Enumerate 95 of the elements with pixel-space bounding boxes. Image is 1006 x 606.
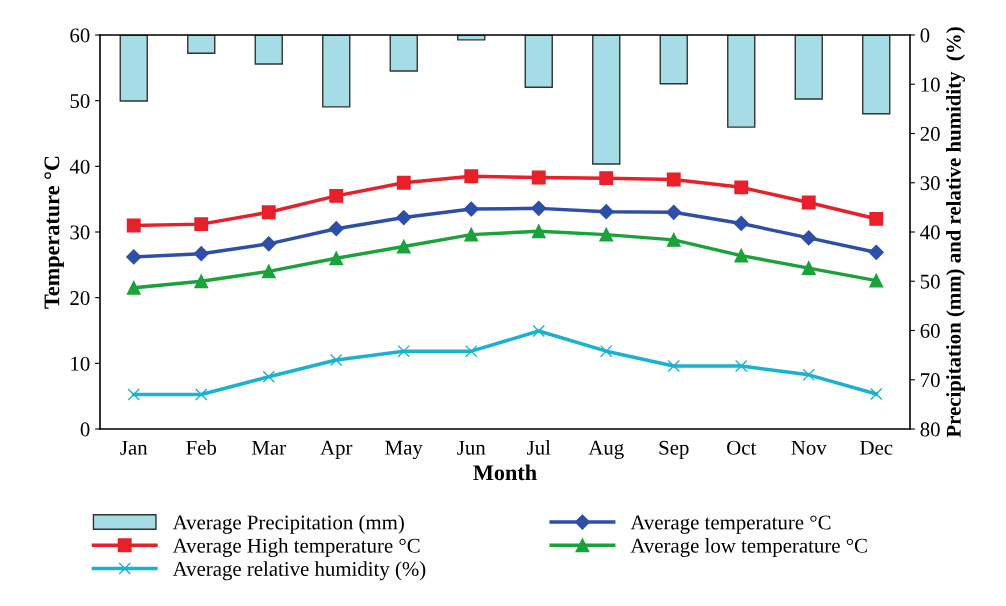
legend-label: Average Precipitation (mm) — [172, 514, 404, 534]
bar — [322, 35, 351, 108]
point — [464, 344, 478, 358]
point — [463, 201, 479, 217]
point — [194, 217, 209, 232]
x-tick-label: Mar — [251, 440, 286, 455]
x-tick-label: May — [385, 440, 423, 459]
y-tick-label: 30 — [70, 225, 90, 240]
point — [396, 209, 412, 226]
point — [734, 248, 749, 263]
point — [126, 218, 141, 233]
point — [599, 227, 614, 242]
x-tick-label: Jun — [457, 440, 486, 455]
y2-tick-label: 70 — [921, 373, 940, 388]
point — [127, 388, 141, 401]
y2-tick-label: 50 — [920, 274, 940, 289]
point — [599, 171, 614, 186]
point — [261, 264, 276, 279]
y-tick-label: 50 — [70, 94, 90, 109]
y2-tick-label: 40 — [920, 225, 940, 240]
point — [193, 246, 209, 262]
x-tick-label: Apr — [320, 440, 353, 459]
point — [261, 205, 276, 220]
y2-tick-label: 60 — [920, 323, 940, 338]
point — [734, 359, 748, 373]
x-tick-label: Dec — [860, 440, 893, 455]
point — [598, 204, 614, 220]
x-tick-label: Feb — [186, 440, 217, 455]
point — [869, 387, 883, 401]
point — [666, 204, 682, 220]
point — [194, 274, 209, 289]
y-tick-label: 0 — [80, 422, 90, 437]
y2-tick-label: 80 — [920, 422, 940, 437]
y-tick-label: 20 — [70, 291, 90, 306]
x-axis-title: Month — [473, 464, 537, 481]
point — [802, 368, 816, 382]
x-tick-label: Jan — [120, 440, 148, 455]
point — [869, 273, 884, 288]
x-tick-label: Aug — [588, 440, 624, 459]
point — [531, 224, 546, 239]
bar — [524, 35, 553, 88]
legend-label: Average High temperature °C — [172, 538, 420, 558]
point — [801, 230, 817, 246]
y2-tick-label: 30 — [920, 176, 940, 191]
bar — [119, 35, 148, 102]
y-tick-label: 10 — [71, 356, 90, 371]
bar — [862, 35, 891, 115]
point — [329, 353, 343, 367]
point — [464, 227, 479, 242]
y2-axis-title: Precipitation (mm) and relative humidity (%) — [946, 27, 966, 438]
point — [869, 211, 884, 226]
point — [734, 180, 749, 195]
point — [801, 195, 816, 210]
point — [868, 244, 884, 260]
y-axis-title: Temperature °C — [44, 156, 64, 309]
point — [329, 188, 344, 203]
point — [126, 280, 141, 295]
x-tick-label: Sep — [659, 440, 689, 459]
y2-tick-label: 10 — [921, 77, 940, 92]
point — [801, 261, 816, 276]
y-tick-label: 60 — [70, 28, 90, 43]
y2-tick-label: 20 — [920, 126, 940, 141]
bar — [254, 35, 283, 65]
y2-tick-label: 0 — [920, 28, 930, 43]
x-tick-label: Oct — [727, 440, 757, 455]
bar — [187, 35, 216, 54]
point — [396, 175, 411, 190]
point — [666, 172, 681, 187]
point — [396, 239, 411, 254]
x-tick-label: Nov — [791, 440, 827, 455]
point — [532, 324, 546, 338]
point — [397, 344, 411, 358]
point — [126, 249, 142, 265]
point — [667, 359, 681, 373]
y-tick-label: 40 — [69, 159, 90, 174]
point — [328, 221, 344, 237]
x-tick-label: Jul — [527, 440, 551, 455]
bar — [592, 35, 621, 165]
bar — [727, 35, 756, 128]
point — [733, 215, 749, 232]
point — [464, 169, 479, 184]
legend-label: Average low temperature °C — [630, 538, 867, 558]
point — [531, 170, 546, 185]
point — [329, 251, 344, 266]
point — [262, 370, 276, 384]
point — [599, 344, 613, 358]
point — [194, 388, 208, 401]
point — [261, 236, 277, 252]
bar — [794, 35, 823, 100]
bar — [659, 35, 688, 85]
point — [666, 232, 681, 247]
legend-label: Average relative humidity (%) — [172, 561, 426, 581]
bar — [389, 35, 418, 72]
point — [531, 200, 547, 216]
legend-label: Average temperature °C — [630, 515, 831, 534]
